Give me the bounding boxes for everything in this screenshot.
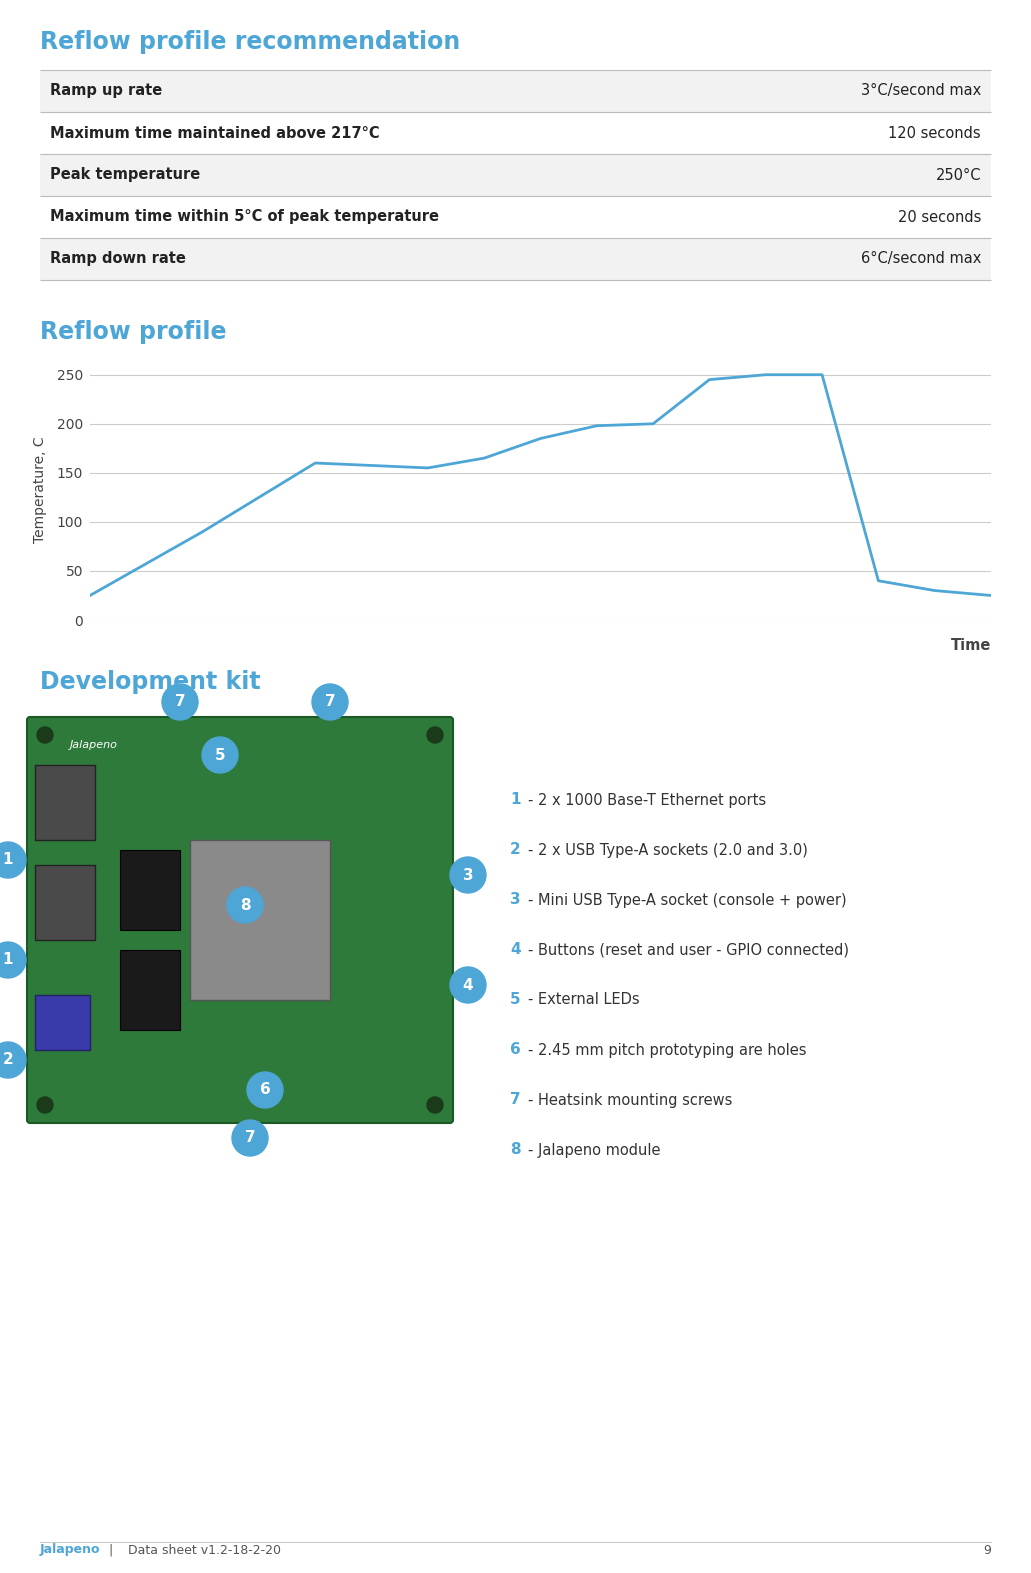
Text: - 2 x 1000 Base-T Ethernet ports: - 2 x 1000 Base-T Ethernet ports: [528, 793, 766, 807]
Text: - Heatsink mounting screws: - Heatsink mounting screws: [528, 1093, 732, 1107]
Circle shape: [312, 684, 348, 720]
Text: 7: 7: [244, 1131, 256, 1145]
Text: Ramp down rate: Ramp down rate: [49, 252, 186, 266]
Text: Peak temperature: Peak temperature: [49, 167, 200, 182]
Text: 6°C/second max: 6°C/second max: [861, 252, 982, 266]
Text: 7: 7: [174, 695, 186, 709]
Text: 7: 7: [510, 1093, 521, 1107]
Text: 4: 4: [510, 942, 521, 958]
Circle shape: [162, 684, 198, 720]
FancyBboxPatch shape: [40, 238, 991, 280]
Text: 20 seconds: 20 seconds: [898, 209, 982, 225]
Text: |: |: [108, 1543, 112, 1557]
Text: Maximum time maintained above 217°C: Maximum time maintained above 217°C: [49, 126, 379, 140]
Text: 6: 6: [260, 1082, 270, 1098]
Text: - Jalapeno module: - Jalapeno module: [528, 1142, 661, 1158]
Circle shape: [37, 727, 53, 742]
Text: 3°C/second max: 3°C/second max: [861, 83, 982, 99]
Text: 120 seconds: 120 seconds: [889, 126, 982, 140]
Text: 7: 7: [325, 695, 335, 709]
Circle shape: [37, 1096, 53, 1114]
Text: 3: 3: [510, 892, 521, 908]
Text: 5: 5: [510, 993, 521, 1007]
Circle shape: [450, 967, 486, 1004]
Text: 1: 1: [3, 953, 13, 967]
Text: Data sheet v1.2-18-2-20: Data sheet v1.2-18-2-20: [120, 1543, 281, 1557]
FancyBboxPatch shape: [40, 71, 991, 112]
Text: 5: 5: [214, 747, 226, 763]
Text: 1: 1: [3, 853, 13, 867]
Text: - Buttons (reset and user - GPIO connected): - Buttons (reset and user - GPIO connect…: [528, 942, 849, 958]
Text: Temperature, C: Temperature, C: [33, 437, 47, 543]
Text: Development kit: Development kit: [40, 670, 261, 694]
Text: 9: 9: [984, 1543, 991, 1557]
Text: 8: 8: [510, 1142, 521, 1158]
FancyBboxPatch shape: [40, 197, 991, 238]
Text: Reflow profile: Reflow profile: [40, 319, 227, 344]
FancyBboxPatch shape: [35, 764, 95, 840]
Text: Jalapeno: Jalapeno: [70, 739, 118, 750]
FancyBboxPatch shape: [120, 950, 180, 1030]
Circle shape: [0, 942, 26, 978]
Circle shape: [0, 1041, 26, 1078]
Text: Reflow profile recommendation: Reflow profile recommendation: [40, 30, 460, 53]
Circle shape: [247, 1073, 282, 1107]
Text: 2: 2: [3, 1052, 13, 1068]
FancyBboxPatch shape: [27, 717, 453, 1123]
Text: Ramp up rate: Ramp up rate: [49, 83, 162, 99]
Text: Maximum time within 5°C of peak temperature: Maximum time within 5°C of peak temperat…: [49, 209, 439, 225]
Text: 1: 1: [510, 793, 521, 807]
FancyBboxPatch shape: [190, 840, 330, 1000]
Text: 250°C: 250°C: [935, 167, 982, 182]
Text: 3: 3: [463, 867, 473, 882]
Circle shape: [202, 738, 238, 772]
FancyBboxPatch shape: [35, 996, 90, 1051]
Text: 6: 6: [510, 1043, 521, 1057]
FancyBboxPatch shape: [35, 865, 95, 941]
Text: Time: Time: [951, 639, 991, 653]
Text: - Mini USB Type-A socket (console + power): - Mini USB Type-A socket (console + powe…: [528, 892, 846, 908]
Circle shape: [0, 842, 26, 878]
FancyBboxPatch shape: [40, 154, 991, 197]
FancyBboxPatch shape: [40, 112, 991, 154]
Text: - External LEDs: - External LEDs: [528, 993, 639, 1007]
Text: - 2 x USB Type-A sockets (2.0 and 3.0): - 2 x USB Type-A sockets (2.0 and 3.0): [528, 843, 808, 857]
Circle shape: [227, 887, 263, 923]
FancyBboxPatch shape: [120, 849, 180, 930]
Circle shape: [450, 857, 486, 893]
Circle shape: [427, 727, 443, 742]
Text: 8: 8: [239, 898, 251, 912]
Text: - 2.45 mm pitch prototyping are holes: - 2.45 mm pitch prototyping are holes: [528, 1043, 806, 1057]
Text: 2: 2: [510, 843, 521, 857]
Circle shape: [427, 1096, 443, 1114]
Circle shape: [232, 1120, 268, 1156]
Text: 4: 4: [463, 977, 473, 993]
Text: Jalapeno: Jalapeno: [40, 1543, 100, 1557]
